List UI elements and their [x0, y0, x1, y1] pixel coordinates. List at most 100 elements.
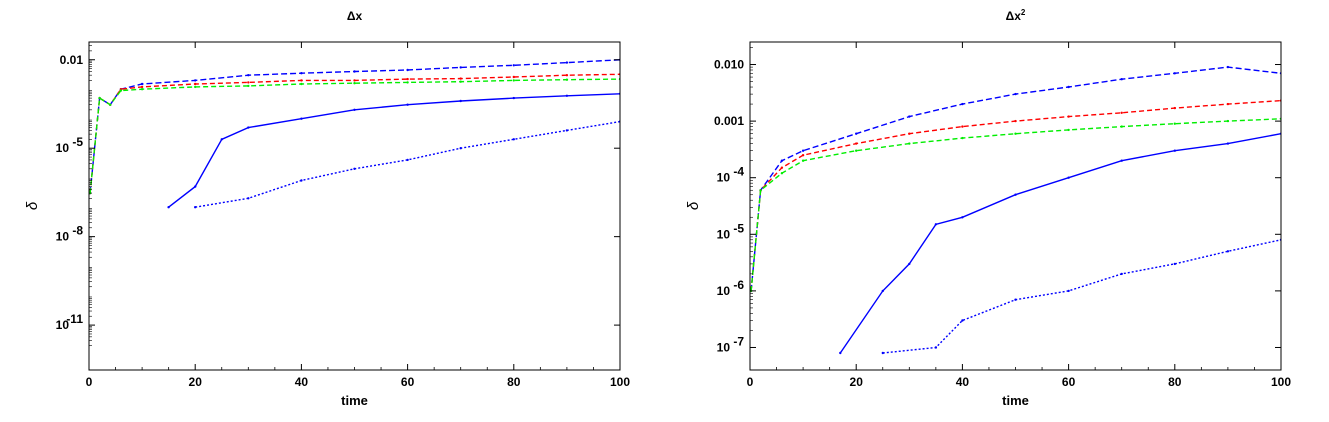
- series-point-2: [194, 85, 197, 89]
- series-point-1: [406, 77, 409, 81]
- series-point-3: [167, 206, 170, 209]
- series-point-4: [1067, 289, 1070, 293]
- series-point-2: [759, 189, 762, 192]
- series-line-3: [839, 133, 1281, 354]
- series-point-3: [839, 351, 842, 355]
- chart-title-superscript: 2: [1021, 8, 1026, 17]
- series-point-2: [1173, 122, 1177, 125]
- series-point-4: [961, 319, 964, 322]
- series-line-4: [882, 239, 1281, 354]
- series-point-2: [1226, 119, 1230, 123]
- series-point-4: [881, 351, 884, 355]
- series-point-1: [1173, 106, 1177, 110]
- x-tick-label: 60: [1062, 375, 1076, 389]
- series-point-0: [855, 132, 858, 135]
- series-point-0: [1120, 78, 1123, 81]
- y-tick-label-base: 0.010: [714, 58, 744, 72]
- series-point-2: [109, 103, 112, 106]
- series-point-1: [300, 79, 303, 82]
- series-point-0: [961, 102, 964, 106]
- series-point-2: [908, 142, 911, 145]
- y-tick-label-base: 10: [717, 171, 731, 185]
- x-tick-label: 0: [86, 375, 93, 389]
- series-point-0: [801, 149, 805, 152]
- x-tick-label: 20: [189, 375, 203, 389]
- y-tick-label: 10: [56, 318, 70, 332]
- series-point-1: [247, 81, 250, 84]
- y-tick-label-base: 10: [717, 227, 731, 241]
- series-point-1: [801, 154, 805, 157]
- series-point-1: [1120, 111, 1123, 115]
- x-tick-label: 100: [1271, 375, 1291, 389]
- series-point-1: [1226, 102, 1230, 106]
- y-tick-label: 10: [717, 171, 731, 185]
- y-tick-label-exponent: -8: [72, 224, 83, 238]
- series-point-3: [1014, 193, 1017, 196]
- series-point-4: [300, 179, 303, 182]
- series-group: [750, 65, 1281, 355]
- series-point-1: [194, 82, 197, 86]
- series-point-0: [1067, 85, 1070, 89]
- y-tick-label-exponent: -7: [733, 334, 744, 348]
- y-tick-label-base: 10: [56, 141, 70, 155]
- series-line-2: [89, 78, 620, 194]
- x-tick-label: 80: [507, 375, 521, 389]
- series-point-1: [908, 132, 911, 135]
- series-point-2: [300, 82, 303, 86]
- y-tick-label-base: 10: [717, 340, 731, 354]
- series-point-3: [194, 185, 197, 188]
- series-point-3: [406, 103, 409, 106]
- series-point-2: [459, 80, 462, 83]
- series-point-1: [1014, 119, 1017, 123]
- series-line-1: [89, 73, 620, 194]
- y-tick-label: 10: [56, 141, 70, 155]
- series-point-0: [459, 66, 462, 69]
- x-tick-label: 100: [610, 375, 630, 389]
- series-point-3: [247, 126, 250, 129]
- x-tick-label: 60: [401, 375, 415, 389]
- series-point-3: [1173, 149, 1177, 152]
- y-tick-label-base: 0.01: [60, 53, 84, 67]
- series-point-2: [406, 81, 409, 84]
- series-point-3: [300, 117, 303, 120]
- series-point-4: [512, 138, 515, 141]
- series-point-4: [1173, 262, 1177, 266]
- series-point-3: [353, 108, 356, 112]
- x-tick-label: 40: [295, 375, 309, 389]
- y-tick-label-base: 0.001: [714, 114, 744, 128]
- series-point-1: [855, 142, 858, 145]
- series-point-0: [780, 159, 784, 162]
- series-point-0: [1173, 72, 1177, 75]
- series-line-0: [89, 59, 620, 194]
- x-axis-label: time: [1002, 393, 1029, 408]
- y-tick-label-base: 10: [56, 230, 70, 244]
- series-point-0: [194, 79, 197, 82]
- series-line-4: [195, 120, 620, 208]
- plot-frame: [88, 41, 621, 371]
- y-axis-label: δ: [685, 201, 702, 210]
- series-point-0: [908, 115, 911, 118]
- series-point-2: [801, 159, 805, 162]
- x-tick-label: 80: [1168, 375, 1182, 389]
- series-point-4: [194, 206, 197, 209]
- series-point-2: [512, 79, 515, 82]
- y-tick-label: 0.001: [714, 114, 744, 128]
- y-tick-label-exponent: -4: [733, 165, 744, 179]
- x-tick-label: 20: [850, 375, 864, 389]
- series-point-2: [961, 136, 964, 140]
- series-point-3: [1226, 142, 1230, 145]
- series-point-0: [1014, 92, 1017, 96]
- series-point-1: [1067, 115, 1070, 118]
- series-point-1: [780, 166, 784, 169]
- chart-title: Δx: [347, 9, 363, 23]
- series-line-2: [750, 118, 1281, 291]
- series-point-4: [1226, 250, 1230, 253]
- series-point-4: [353, 167, 356, 170]
- series-point-1: [140, 85, 144, 89]
- x-tick-label: 0: [747, 375, 754, 389]
- series-point-0: [353, 70, 356, 73]
- series-point-1: [512, 75, 515, 79]
- series-point-2: [1120, 125, 1123, 128]
